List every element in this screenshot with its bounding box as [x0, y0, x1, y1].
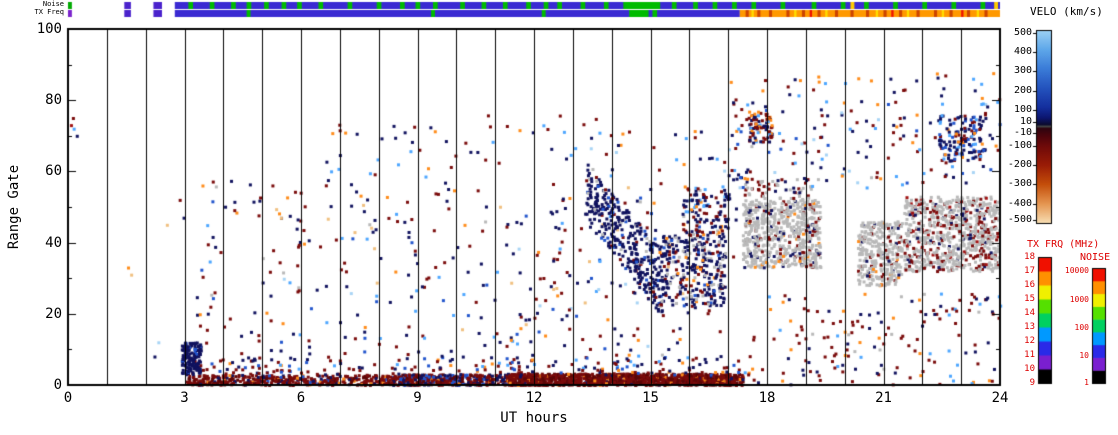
y-tick-label: 20: [45, 305, 62, 322]
txfreq-strip-label: TX Freq: [34, 8, 64, 16]
txfreq-colorbar-tick: 15: [1024, 294, 1035, 304]
y-axis-title: Range Gate: [6, 164, 22, 250]
x-tick-label: 9: [413, 390, 422, 406]
x-axis-title: UT hours: [500, 410, 568, 426]
x-tick-label: 6: [296, 390, 306, 406]
x-tick-label: 3: [180, 390, 189, 406]
x-tick-label: 24: [991, 390, 1009, 406]
txfreq-colorbar-tick: 10: [1024, 364, 1035, 374]
x-tick-label: 0: [63, 390, 73, 406]
y-tick-label: 40: [45, 234, 62, 251]
txfreq-colorbar-tick: 9: [1029, 378, 1035, 388]
txfreq-colorbar-tick: 16: [1024, 280, 1035, 290]
noise-colorbar-tick: 10000: [1064, 266, 1089, 276]
velocity-colorbar-tick: -100: [1007, 139, 1032, 151]
txfreq-colorbar-tick: 14: [1024, 308, 1035, 318]
txfreq-colorbar-tick: 13: [1024, 322, 1035, 332]
noise-colorbar-title: NOISE: [1080, 252, 1111, 263]
txfreq-colorbar-tick: 11: [1024, 350, 1035, 360]
noise-colorbar-tick: 1: [1084, 377, 1089, 387]
velocity-colorbar-tick: 200: [1013, 84, 1032, 96]
velocity-colorbar-tick: 400: [1013, 46, 1032, 58]
y-tick-label: 0: [53, 377, 62, 393]
y-tick-label: 80: [45, 92, 62, 109]
noise-strip-label: Noise: [42, 0, 64, 8]
x-tick-label: 15: [642, 390, 659, 406]
velocity-colorbar-tick: 10: [1019, 115, 1032, 127]
x-tick-label: 21: [875, 390, 892, 406]
noise-colorbar-tick: 10: [1079, 351, 1089, 361]
velocity-colorbar-tick: 300: [1013, 65, 1032, 77]
velocity-colorbar-tick: -200: [1007, 159, 1032, 171]
txfreq-colorbar-tick: 12: [1024, 336, 1035, 346]
velocity-colorbar-tick: -400: [1007, 197, 1032, 209]
velocity-colorbar-tick: 100: [1013, 104, 1032, 116]
y-tick-label: 100: [36, 21, 62, 37]
velocity-colorbar-tick: -300: [1007, 178, 1032, 190]
x-tick-label: 12: [525, 390, 543, 406]
txfreq-colorbar-title: TX FRQ (MHz): [1027, 239, 1100, 250]
noise-colorbar-tick: 1000: [1069, 295, 1089, 305]
noise-colorbar-tick: 100: [1074, 322, 1089, 332]
velocity-colorbar-tick: 500: [1013, 26, 1032, 38]
velocity-colorbar-title: VELO (km/s): [1030, 5, 1103, 18]
velocity-colorbar-tick: -10: [1013, 127, 1032, 139]
txfreq-colorbar-tick: 17: [1024, 266, 1035, 276]
x-tick-label: 18: [758, 390, 776, 406]
velocity-colorbar-tick: -500: [1007, 214, 1032, 226]
y-tick-label: 60: [45, 163, 62, 180]
txfreq-colorbar-tick: 18: [1024, 252, 1035, 262]
